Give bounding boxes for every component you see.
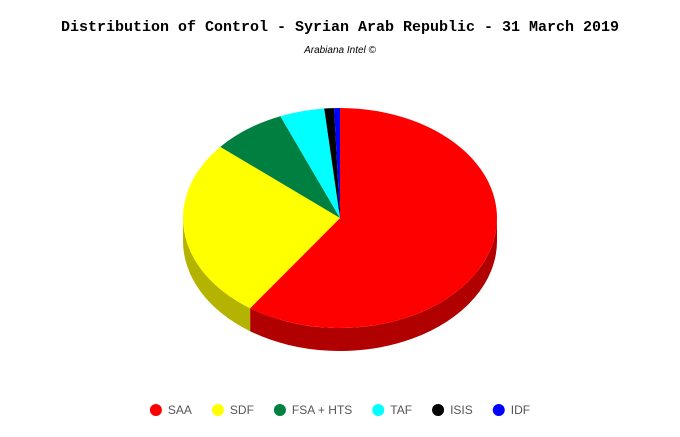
legend-marker [432,404,445,416]
legend-label: SAA [168,403,192,417]
slice-side [250,218,497,351]
legend-marker [149,404,162,416]
legend-label: TAF [390,403,412,417]
legend: SAA SDF FSA + HTS TAF ISIS IDF [149,403,530,417]
slice [220,116,340,218]
chart-subtitle: Arabiana Intel © [303,45,376,56]
legend-label: FSA + HTS [292,403,352,417]
legend-label: IDF [511,403,530,417]
legend-label: ISIS [450,403,473,417]
legend-marker [492,404,505,416]
slice [334,108,340,218]
slice [250,108,498,328]
legend-marker [273,404,286,416]
legend-label: SDF [230,403,254,417]
slice [182,146,340,309]
slice-side [183,218,251,332]
chart-title: Distribution of Control - Syrian Arab Re… [61,19,619,36]
slice [324,108,340,218]
legend-marker [211,404,224,416]
legend-marker [372,404,385,416]
slice [280,108,340,218]
